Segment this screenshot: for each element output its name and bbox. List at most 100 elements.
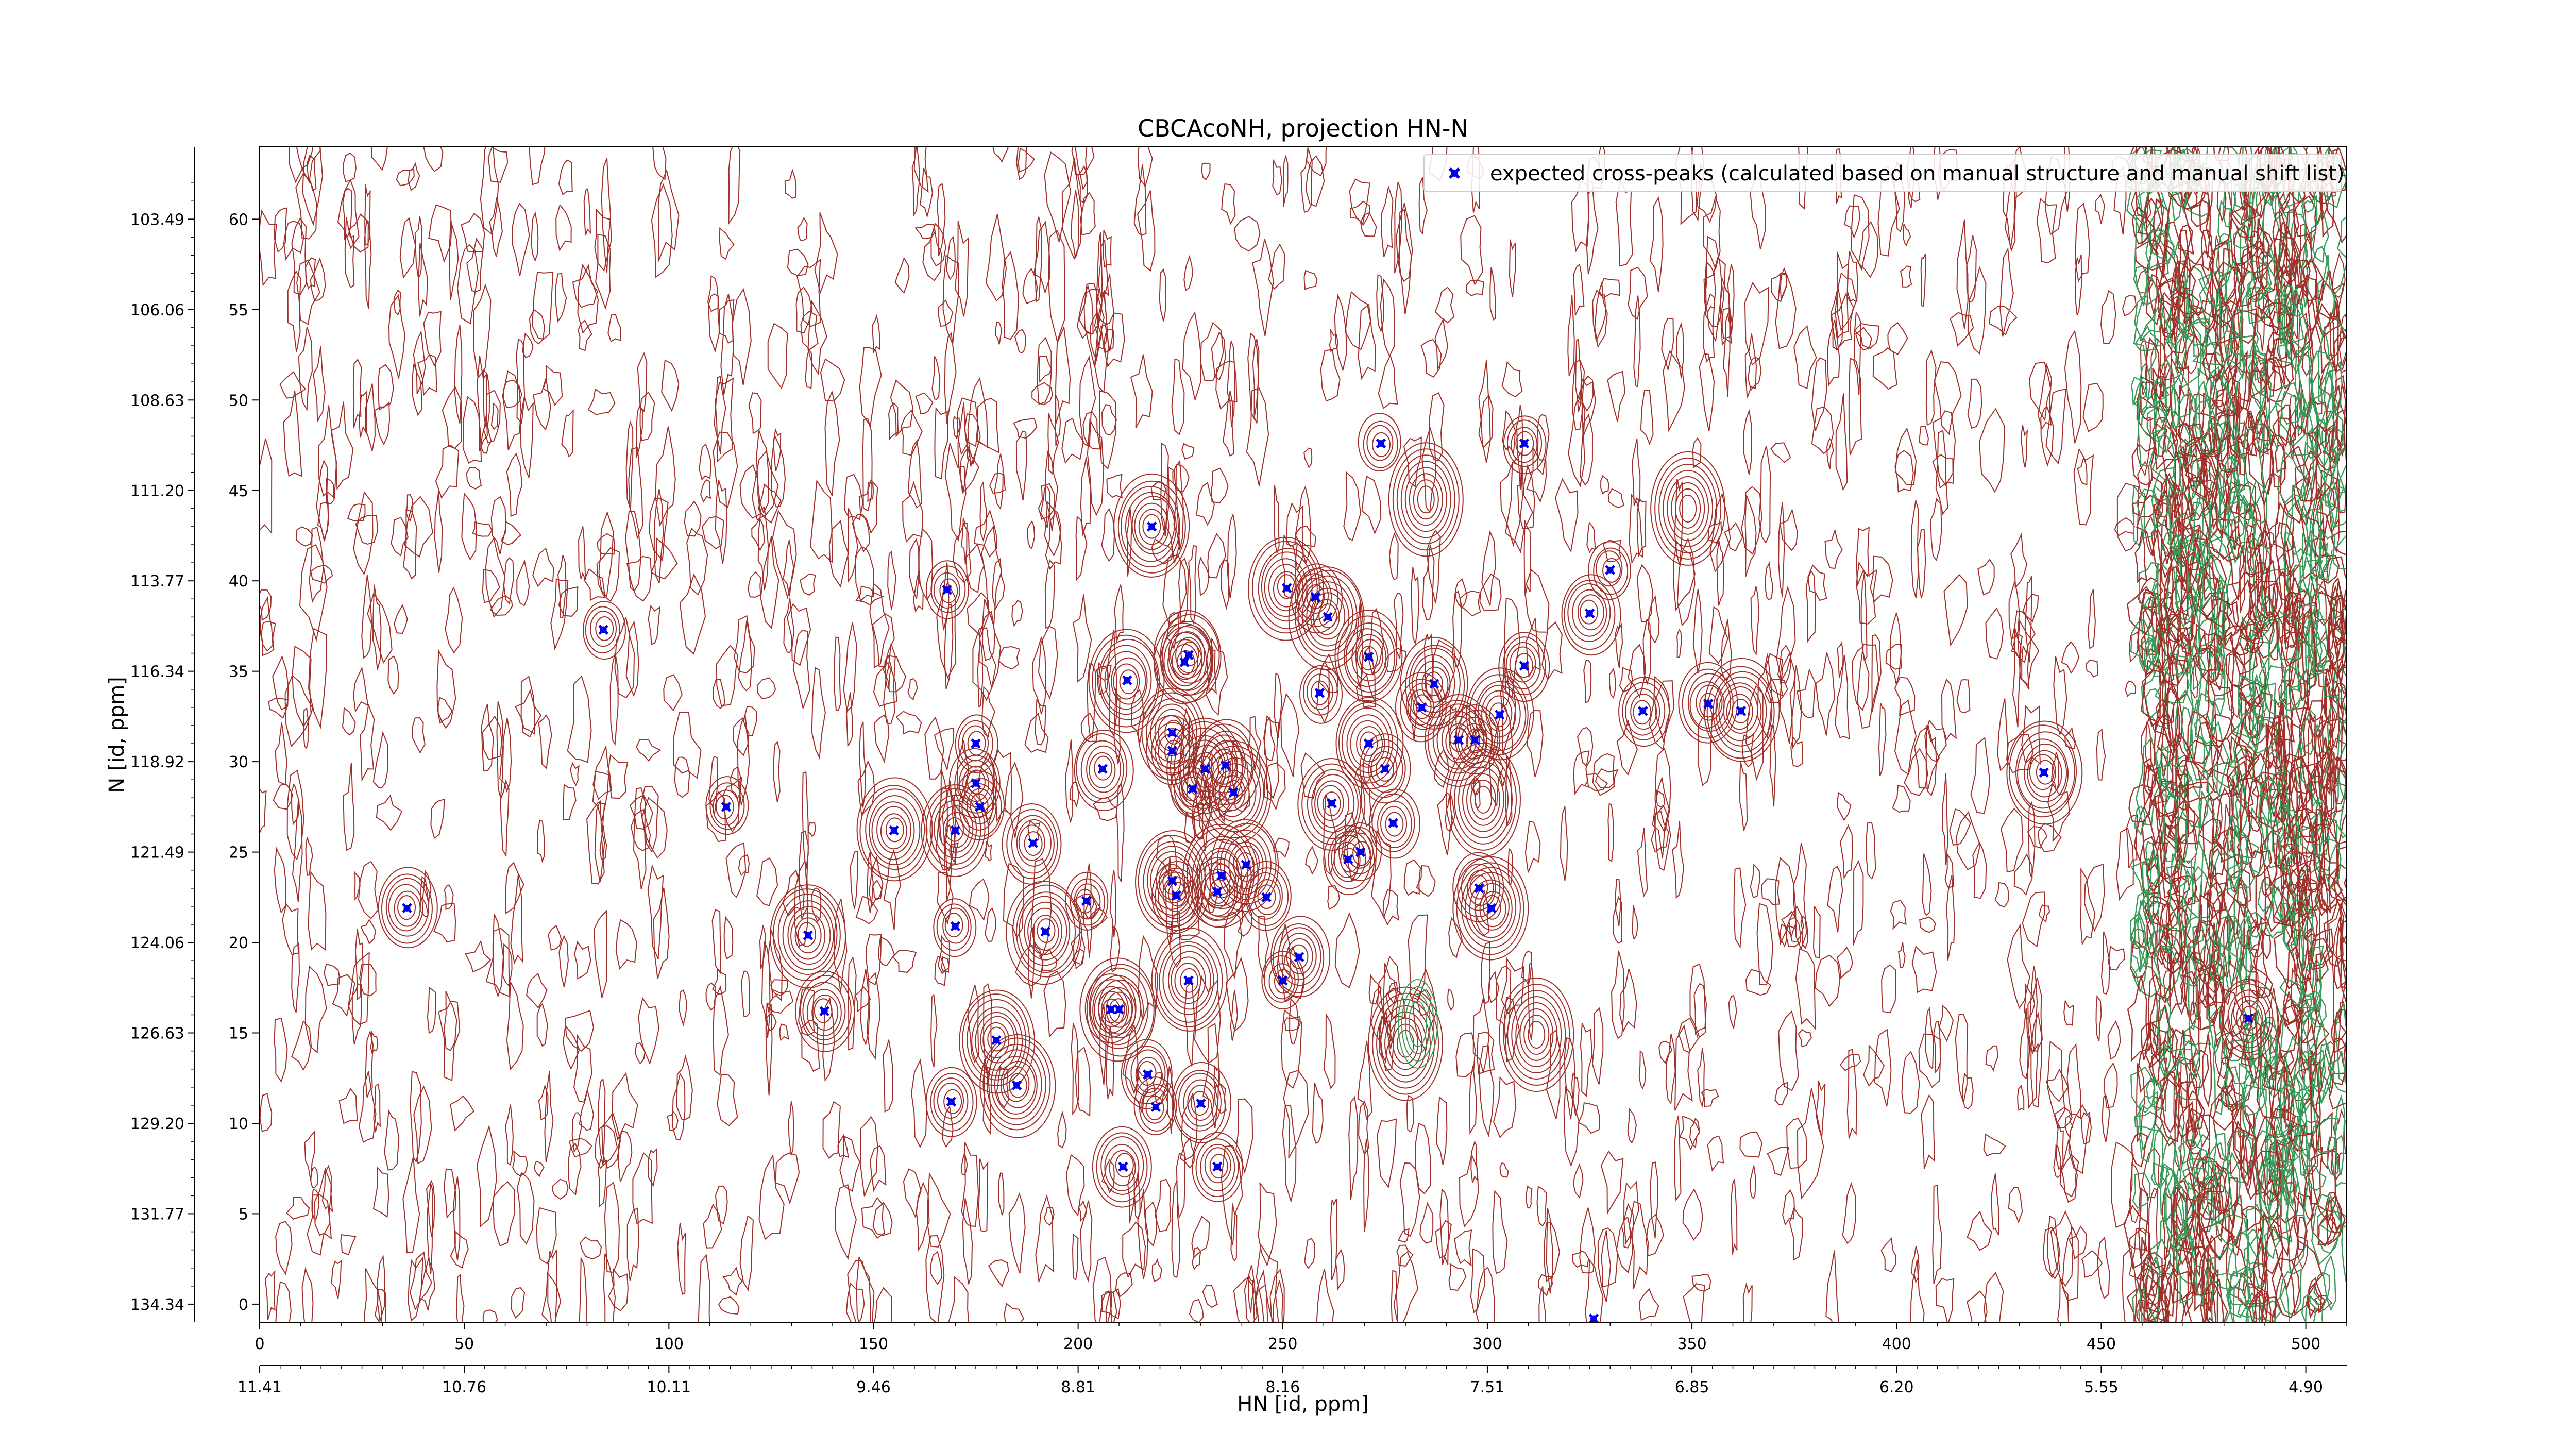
peak-contour	[948, 748, 1001, 818]
contour-line	[2022, 891, 2046, 948]
contour-line	[2176, 627, 2192, 686]
contour-line	[2087, 589, 2096, 649]
contour-line	[1403, 859, 1421, 896]
contour-line	[800, 573, 816, 596]
contour-line	[2140, 1237, 2154, 1313]
contour-line	[408, 1255, 424, 1322]
peak-contour	[1475, 681, 1527, 751]
peak-contour	[1474, 883, 1510, 931]
contour-line	[2314, 838, 2342, 890]
contour-line	[2245, 532, 2259, 578]
contour-line	[2244, 747, 2259, 821]
contour-line	[1985, 1045, 1998, 1072]
peak-contour	[1142, 514, 1161, 539]
contour-line	[992, 749, 1012, 823]
contour-line	[2136, 488, 2161, 539]
contour-line	[984, 840, 992, 862]
legend-label: expected cross-peaks (calculated based o…	[1490, 162, 2345, 186]
contour-line	[449, 221, 459, 301]
peak-contour	[1622, 681, 1666, 740]
contour-line	[1207, 533, 1227, 579]
contour-line	[291, 1020, 312, 1071]
contour-line	[703, 1203, 722, 1249]
contour-line	[1827, 866, 1843, 933]
contour-line	[2170, 356, 2190, 440]
contour-line	[941, 956, 950, 973]
contour-line	[1881, 964, 1896, 1014]
peak-contour	[1572, 589, 1607, 637]
contour-line	[844, 474, 864, 520]
contour-line	[869, 1145, 887, 1192]
contour-line	[2143, 766, 2164, 848]
peak-contour	[1337, 615, 1398, 697]
peak-contour	[787, 906, 831, 965]
peak-contour	[1174, 727, 1234, 809]
contour-line	[1363, 1139, 1369, 1232]
contour-line	[272, 655, 289, 711]
contour-line	[713, 985, 729, 1076]
contour-line	[984, 907, 997, 942]
contour-line	[1114, 584, 1124, 642]
contour-line	[953, 415, 961, 440]
contour-line	[1099, 1005, 1107, 1085]
contour-line	[2195, 990, 2219, 1031]
contour-line	[563, 783, 577, 820]
contour-line	[2225, 642, 2247, 687]
expected-peak-marker	[1118, 1161, 1128, 1172]
peak-contour	[1663, 469, 1714, 547]
contour-line	[1155, 1178, 1172, 1232]
peak-contour	[1145, 1096, 1164, 1121]
contour-line	[2176, 289, 2195, 339]
peak-contour	[1016, 819, 1052, 867]
peak-contour	[1153, 610, 1222, 703]
contour-line	[1941, 773, 1948, 865]
contour-line	[1354, 762, 1372, 785]
contour-line	[1956, 219, 1969, 329]
contour-line	[1580, 1023, 1593, 1098]
contour-line	[2178, 1138, 2208, 1165]
contour-line	[374, 1289, 387, 1322]
expected-peak-marker	[991, 1035, 1002, 1046]
contour-line	[1640, 390, 1654, 445]
contour-line	[2059, 1139, 2078, 1203]
contour-line	[1825, 1250, 1839, 1322]
peak-contour	[1515, 653, 1534, 678]
contour-line	[578, 319, 592, 351]
contour-line	[2182, 307, 2211, 346]
ppm-y-tick-label: 108.63	[130, 392, 184, 410]
peak-contour	[1369, 788, 1421, 859]
contour-line	[310, 564, 333, 584]
contour-line	[1099, 1290, 1117, 1322]
contour-line	[2325, 766, 2347, 817]
peak-contour	[1380, 806, 1408, 843]
contour-line	[1703, 195, 1721, 271]
contour-line	[967, 592, 989, 637]
contour-line	[1004, 761, 1024, 838]
contour-line	[2253, 1150, 2282, 1203]
contour-line	[299, 544, 328, 642]
contour-line	[483, 369, 490, 428]
contour-line	[767, 323, 788, 390]
peak-contour	[1481, 690, 1517, 738]
contour-line	[1629, 1200, 1649, 1289]
contour-line	[1210, 467, 1229, 503]
contour-line	[771, 433, 786, 508]
contour-line	[2174, 594, 2198, 621]
peak-contour	[930, 1072, 974, 1132]
expected-peak-marker	[1196, 1098, 1206, 1109]
contour-line	[2268, 1052, 2289, 1119]
contour-line	[2272, 1258, 2300, 1319]
contour-line	[2178, 439, 2192, 469]
contour-line	[1789, 665, 1802, 750]
peak-contour	[2029, 754, 2056, 790]
contour-line	[2273, 238, 2295, 298]
contour-line	[1623, 1181, 1639, 1245]
peak-contour	[1723, 686, 1758, 734]
contour-line	[318, 405, 337, 499]
expected-peak-marker	[1220, 760, 1231, 770]
expected-peak-marker	[1588, 1313, 1599, 1322]
peak-contour	[1519, 1008, 1554, 1062]
contour-line	[1171, 1180, 1180, 1278]
peak-contour	[1094, 755, 1113, 781]
contour-line	[1478, 360, 1491, 463]
